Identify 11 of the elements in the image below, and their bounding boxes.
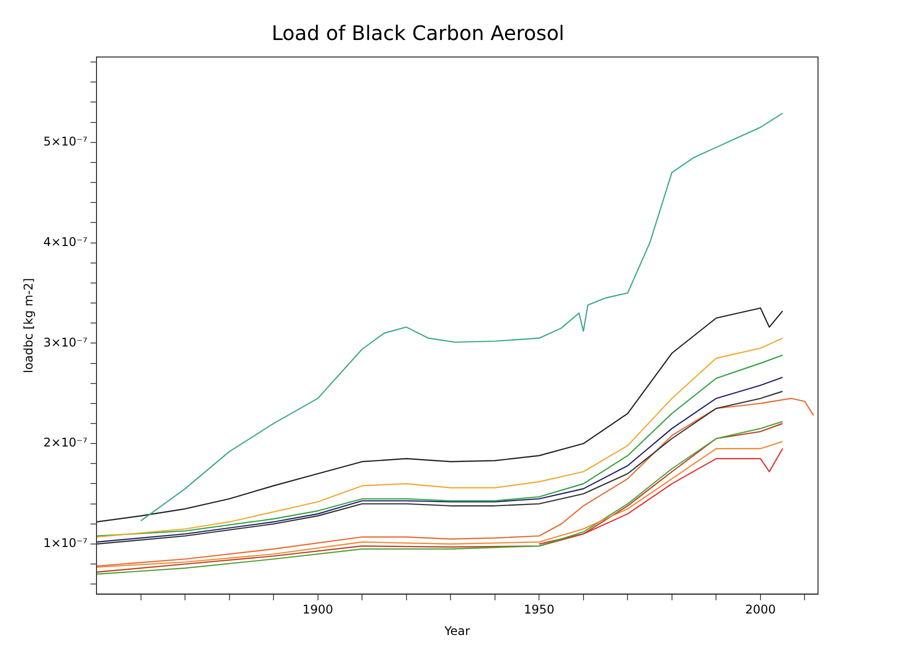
y-tick-label: 4×10⁻⁷: [43, 234, 88, 249]
x-tick-label: 1950: [524, 602, 554, 617]
y-tick-label: 3×10⁻⁷: [43, 335, 88, 350]
x-axis-title: Year: [444, 624, 470, 638]
y-tick-label: 2×10⁻⁷: [43, 436, 88, 450]
chart-title: Load of Black Carbon Aerosol: [272, 21, 564, 46]
y-axis-title: loadbc [kg m-2]: [21, 278, 36, 374]
x-tick-label: 2000: [745, 602, 776, 617]
y-tick-label: 5×10⁻⁷: [43, 134, 88, 148]
x-tick-label: 1900: [302, 602, 334, 617]
y-tick-label: 1×10⁻⁷: [43, 536, 88, 550]
